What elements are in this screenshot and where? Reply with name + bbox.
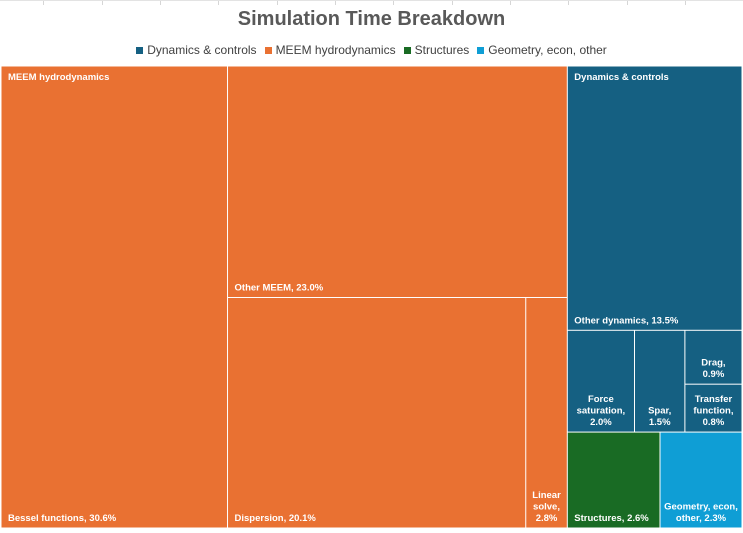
cell-label-geometry-econ-other: Geometry, econ, other, 2.3% <box>664 502 738 525</box>
cell-label-dispersion: Dispersion, 20.1% <box>235 513 317 524</box>
cell-label-transfer-function: Transfer function, 0.8% <box>693 394 733 428</box>
cell-label-bessel-functions: Bessel functions, 30.6% <box>8 513 117 524</box>
treemap-cell-force-saturation <box>567 330 634 432</box>
cell-label-drag: Drag, 0.9% <box>701 358 725 381</box>
legend-swatch-structures <box>403 46 411 54</box>
legend-label-dynamics: Dynamics & controls <box>147 43 257 57</box>
treemap-cell-drag <box>685 330 742 384</box>
chart-legend: Dynamics & controls MEEM hydrodynamics S… <box>0 43 743 57</box>
legend-item-geometry: Geometry, econ, other <box>477 43 607 57</box>
legend-item-structures: Structures <box>403 43 470 57</box>
treemap-cell-bessel-functions <box>1 66 228 528</box>
legend-item-meem: MEEM hydrodynamics <box>264 43 396 57</box>
legend-item-dynamics: Dynamics & controls <box>136 43 257 57</box>
treemap-cell-dispersion <box>228 298 526 528</box>
top-border <box>0 0 743 5</box>
legend-swatch-geometry <box>477 46 485 54</box>
treemap-cell-geometry-econ-other <box>660 432 742 528</box>
legend-swatch-dynamics <box>136 46 144 54</box>
group-header-meem-hydrodynamics: MEEM hydrodynamics <box>8 72 109 83</box>
chart-title: Simulation Time Breakdown <box>237 8 506 30</box>
treemap-cell-transfer-function <box>685 384 742 432</box>
treemap-cell-spar <box>634 330 685 432</box>
cell-label-spar: Spar, 1.5% <box>648 406 671 429</box>
cell-label-other-meem: Other MEEM, 23.0% <box>235 283 324 294</box>
group-header-dynamics-controls: Dynamics & controls <box>574 72 669 83</box>
treemap-cell-other-meem <box>228 66 567 298</box>
treemap-cell-linear-solve <box>526 298 567 528</box>
cell-label-other-dynamics: Other dynamics, 13.5% <box>574 315 679 326</box>
treemap-cell-other-dynamics <box>567 66 742 330</box>
legend-label-geometry: Geometry, econ, other <box>488 43 607 57</box>
cell-label-linear-solve: Linear solve, 2.8% <box>532 490 561 524</box>
legend-swatch-meem <box>264 46 272 54</box>
cell-label-force-saturation: Force saturation, 2.0% <box>577 394 626 428</box>
legend-label-structures: Structures <box>414 43 470 57</box>
legend-label-meem: MEEM hydrodynamics <box>275 43 396 57</box>
cell-label-structures: Structures, 2.6% <box>574 513 649 524</box>
treemap-cell-structures <box>567 432 660 528</box>
